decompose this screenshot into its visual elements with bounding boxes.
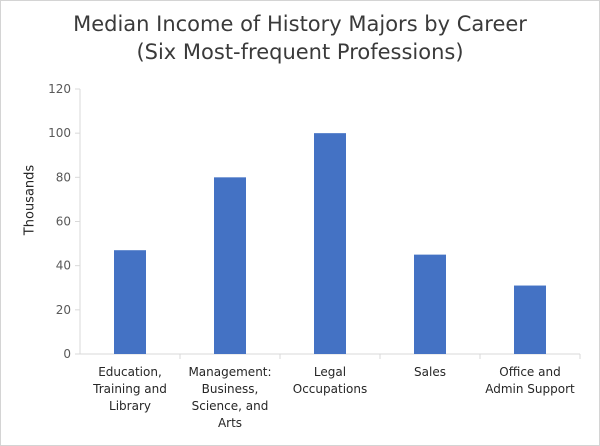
x-tick-label-line: Office and xyxy=(499,365,560,379)
x-tick-label-line: Management: xyxy=(188,365,271,379)
y-tick-label: 80 xyxy=(56,170,71,184)
x-tick-label-line: Admin Support xyxy=(485,382,575,396)
x-tick-label: Education, Training and Library xyxy=(92,365,167,413)
y-tick-label: 20 xyxy=(56,303,71,317)
y-tick-label: 100 xyxy=(48,126,71,140)
x-tick-label-line: Library xyxy=(109,399,151,413)
y-tick-label: 40 xyxy=(56,259,71,273)
bar xyxy=(414,254,446,354)
x-tick-label-line: Training and xyxy=(92,382,167,396)
bar xyxy=(214,177,246,354)
x-tick-label-line: Sales xyxy=(414,365,446,379)
y-tick-label: 0 xyxy=(63,347,71,361)
chart-title: Median Income of History Majors by Caree… xyxy=(0,10,600,66)
chart-title-line-2: (Six Most-frequent Professions) xyxy=(136,40,464,64)
x-tick-label-line: Arts xyxy=(218,416,242,430)
x-tick-label-line: Education, xyxy=(98,365,162,379)
x-tick-label: Management: Business, Science, and Arts xyxy=(188,365,271,430)
x-tick-label: Sales xyxy=(414,365,446,379)
bar xyxy=(514,285,546,354)
chart-title-line-1: Median Income of History Majors by Caree… xyxy=(73,12,527,36)
x-tick-label-line: Occupations xyxy=(293,382,367,396)
x-tick-label: Legal Occupations xyxy=(293,365,367,396)
x-tick-label-line: Science, and xyxy=(192,399,269,413)
y-tick-label: 120 xyxy=(48,82,71,96)
x-tick-label-line: Legal xyxy=(314,365,346,379)
y-tick-label: 60 xyxy=(56,215,71,229)
x-tick-label: Office and Admin Support xyxy=(485,365,575,396)
x-tick-label-line: Business, xyxy=(202,382,259,396)
bar xyxy=(114,250,146,354)
bar xyxy=(314,133,346,354)
